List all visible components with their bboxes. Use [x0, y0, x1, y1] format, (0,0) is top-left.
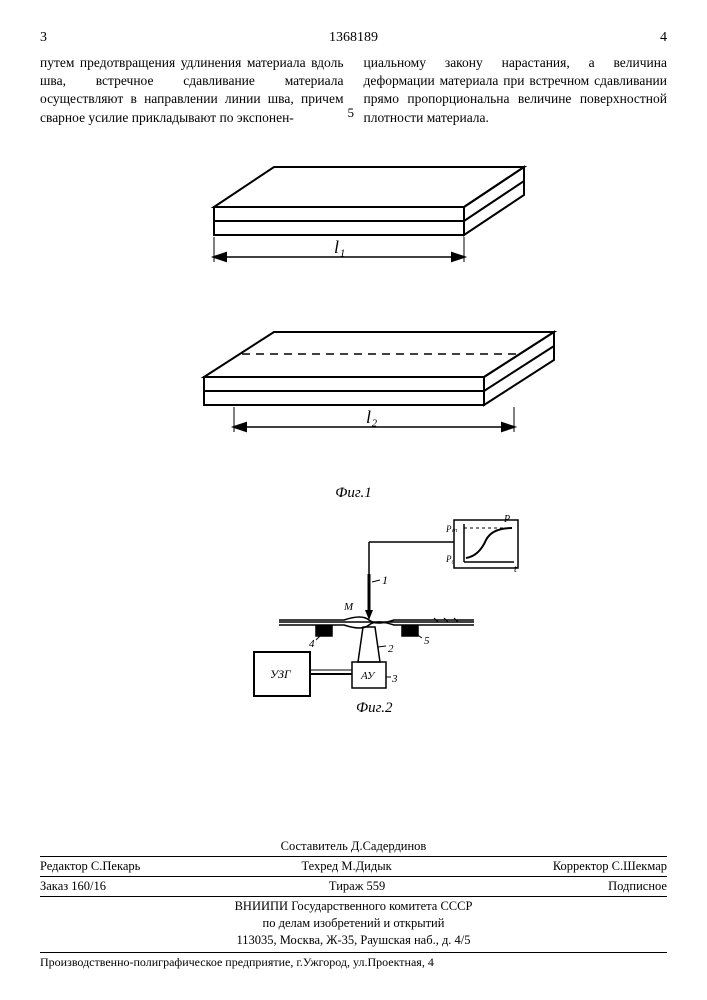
label-1: 1 — [382, 573, 388, 587]
label-l1: l₁ — [334, 237, 345, 257]
corrector: Корректор С.Шекмар — [553, 859, 667, 874]
order-row: Заказ 160/16 Тираж 559 Подписное — [40, 876, 667, 897]
doc-number: 1368189 — [329, 30, 378, 46]
header: 3 1368189 4 — [40, 30, 667, 46]
label-4: 4 — [309, 638, 315, 650]
figure-1: l₁ l₂ Фиг.1 — [40, 147, 667, 512]
techred: Техред М.Дидык — [301, 859, 391, 874]
press: Производственно-полиграфическое предприя… — [40, 952, 667, 970]
org1: ВНИИПИ Государственного комитета СССР — [40, 899, 667, 914]
label-l2: l₂ — [366, 407, 377, 427]
graph-Pm: Pₘ — [445, 524, 457, 534]
org2: по делам изобретений и открытий — [40, 916, 667, 931]
order: Заказ 160/16 — [40, 879, 106, 894]
page-right: 4 — [660, 30, 667, 46]
graph-t: t — [514, 564, 517, 575]
footer: Составитель Д.Садердинов Редактор С.Пека… — [40, 839, 667, 970]
fig2-svg: P Pₘ P₀ t 1 — [144, 512, 564, 722]
margin-number: 5 — [348, 105, 355, 121]
fig1-svg: l₁ l₂ — [144, 147, 564, 477]
label-2: 2 — [388, 643, 394, 655]
credits-row: Редактор С.Пекарь Техред М.Дидык Коррект… — [40, 856, 667, 874]
label-5: 5 — [424, 635, 430, 647]
right-column: циальному закону нарастания, а величина … — [364, 54, 668, 127]
figure-2: P Pₘ P₀ t 1 — [40, 512, 667, 722]
address: 113035, Москва, Ж-35, Раушская наб., д. … — [40, 933, 667, 948]
label-UZG: УЗГ — [270, 667, 292, 681]
graph-Po: P₀ — [445, 554, 455, 564]
subscription: Подписное — [608, 879, 667, 894]
page: 3 1368189 4 путем предотвращения удлинен… — [0, 0, 707, 1000]
left-column: путем предотвращения удлинения материала… — [40, 54, 344, 127]
label-3: 3 — [391, 673, 398, 685]
fig2-caption: Фиг.2 — [356, 700, 393, 716]
editor: Редактор С.Пекарь — [40, 859, 140, 874]
page-left: 3 — [40, 30, 47, 46]
graph-P: P — [503, 514, 510, 525]
label-M: М — [343, 601, 354, 613]
tirazh: Тираж 559 — [329, 879, 385, 894]
fig1-caption: Фиг.1 — [335, 485, 371, 502]
label-AU: АУ — [360, 670, 376, 682]
compiler: Составитель Д.Садердинов — [40, 839, 667, 854]
